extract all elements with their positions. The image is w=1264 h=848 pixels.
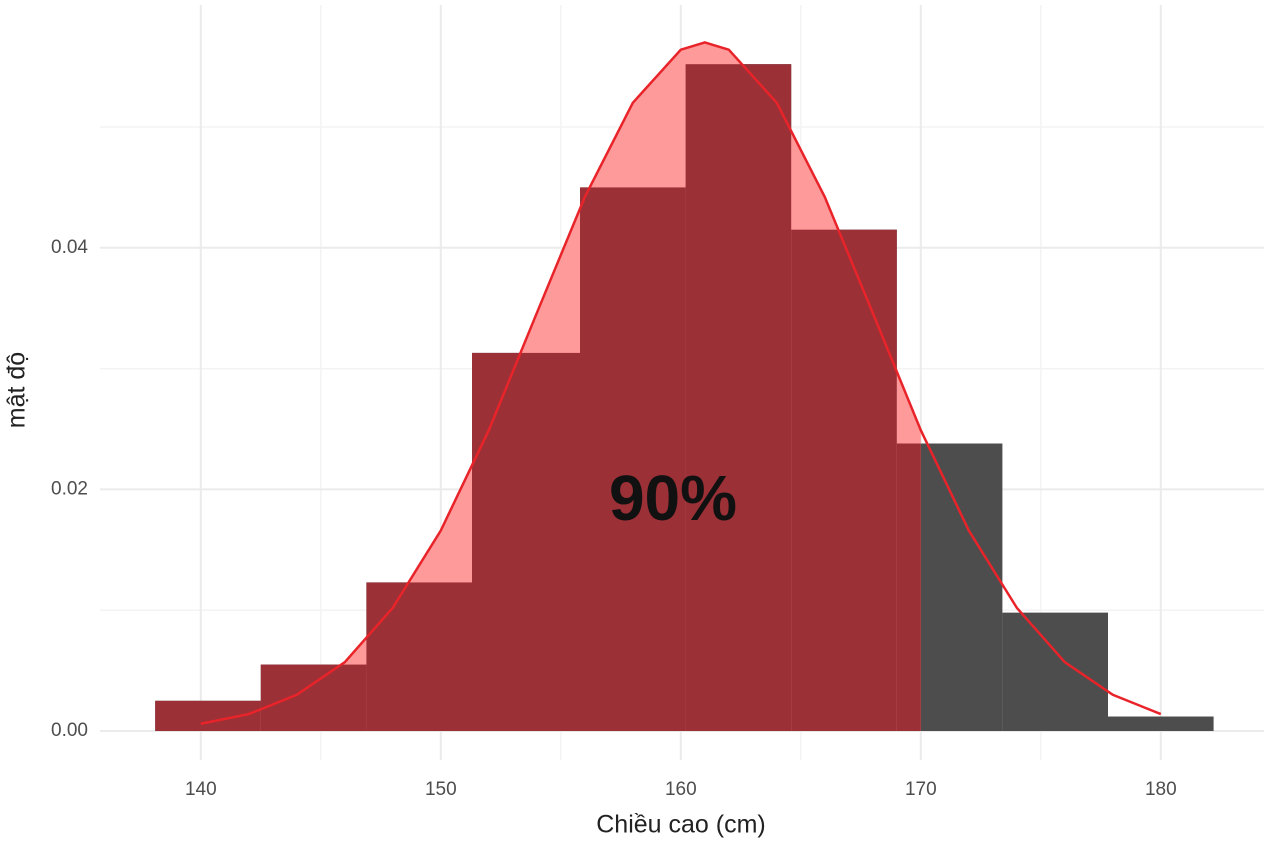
highlight-bar — [685, 64, 792, 732]
highlight-bar — [260, 664, 367, 732]
highlight-bar — [580, 187, 686, 732]
highlight-bar — [791, 229, 897, 732]
x-tick-label: 160 — [665, 779, 697, 800]
highlight-region — [155, 42, 921, 732]
y-tick-label: 0.04 — [51, 237, 88, 258]
bar — [1108, 716, 1214, 732]
bar — [1002, 612, 1108, 732]
x-tick-label: 150 — [425, 779, 457, 800]
highlight-bar — [366, 582, 472, 732]
x-tick-label: 170 — [905, 779, 937, 800]
density-curve — [200, 41, 1162, 725]
y-axis-title: mật độ — [3, 352, 31, 428]
highlight-label: 90% — [609, 462, 737, 534]
y-tick-label: 0.00 — [51, 720, 88, 741]
x-tick-label: 180 — [1145, 779, 1177, 800]
x-axis-title: Chiều cao (cm) — [596, 811, 766, 839]
x-tick-label: 140 — [185, 779, 217, 800]
highlight-bar — [472, 352, 580, 732]
y-tick-label: 0.02 — [51, 478, 88, 499]
highlight-bar — [896, 443, 921, 732]
